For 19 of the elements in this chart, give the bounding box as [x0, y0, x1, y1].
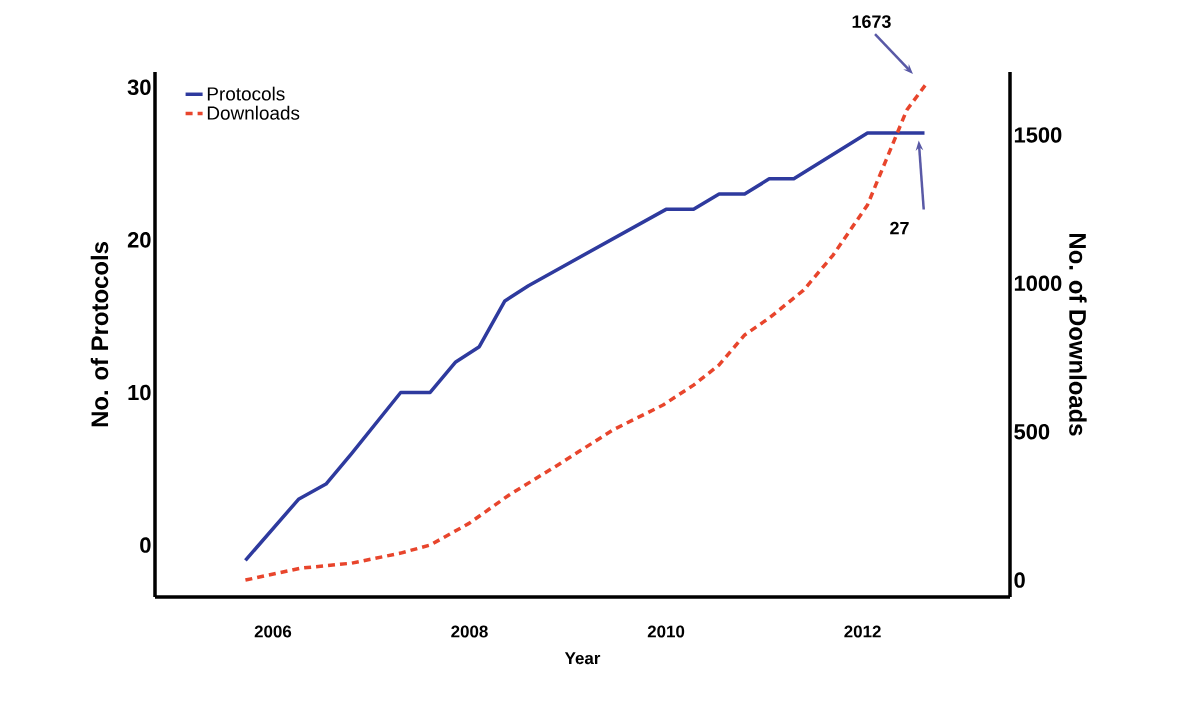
y2-tick-label: 1500: [1014, 127, 1062, 143]
y2-tick-label: 0: [1014, 572, 1025, 588]
x-axis-title: Year: [564, 652, 601, 665]
legend-label: Protocols: [207, 86, 285, 101]
y-tick-label: 0: [140, 537, 151, 553]
legend-label: Downloads: [207, 105, 300, 120]
y2-tick-label: 500: [1014, 423, 1050, 440]
y-tick-label: 20: [127, 232, 151, 248]
y-axis-title: No. of Protocols: [90, 242, 109, 427]
y-tick-label: 10: [128, 384, 151, 401]
text: 1673: [852, 15, 891, 28]
x-tick-label: 2008: [451, 625, 488, 638]
x-tick-label: 2006: [254, 625, 292, 638]
x-tick-label: 2012: [844, 625, 881, 638]
y2-axis-title: No. of Downloads: [1069, 234, 1087, 436]
y2-tick-label: 1000: [1014, 275, 1062, 292]
x-tick-label: 2010: [647, 625, 685, 638]
annotation: 27: [890, 221, 909, 235]
y-tick-label: 30: [127, 79, 151, 96]
